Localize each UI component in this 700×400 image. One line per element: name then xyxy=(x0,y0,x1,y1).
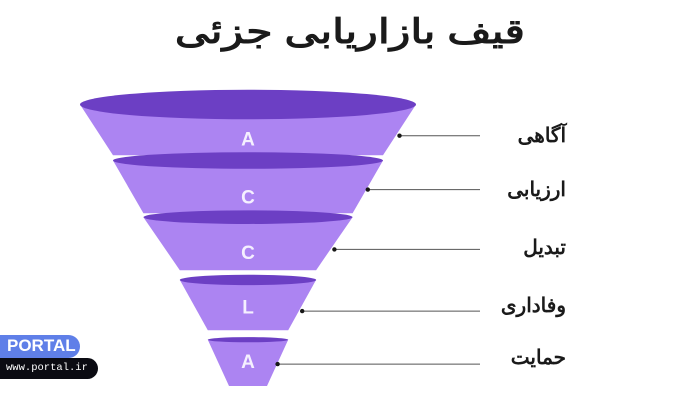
svg-text:A: A xyxy=(241,129,255,150)
svg-text:C: C xyxy=(241,243,255,264)
svg-text:C: C xyxy=(241,188,255,209)
svg-text:L: L xyxy=(242,298,254,319)
svg-text:A: A xyxy=(241,352,255,373)
